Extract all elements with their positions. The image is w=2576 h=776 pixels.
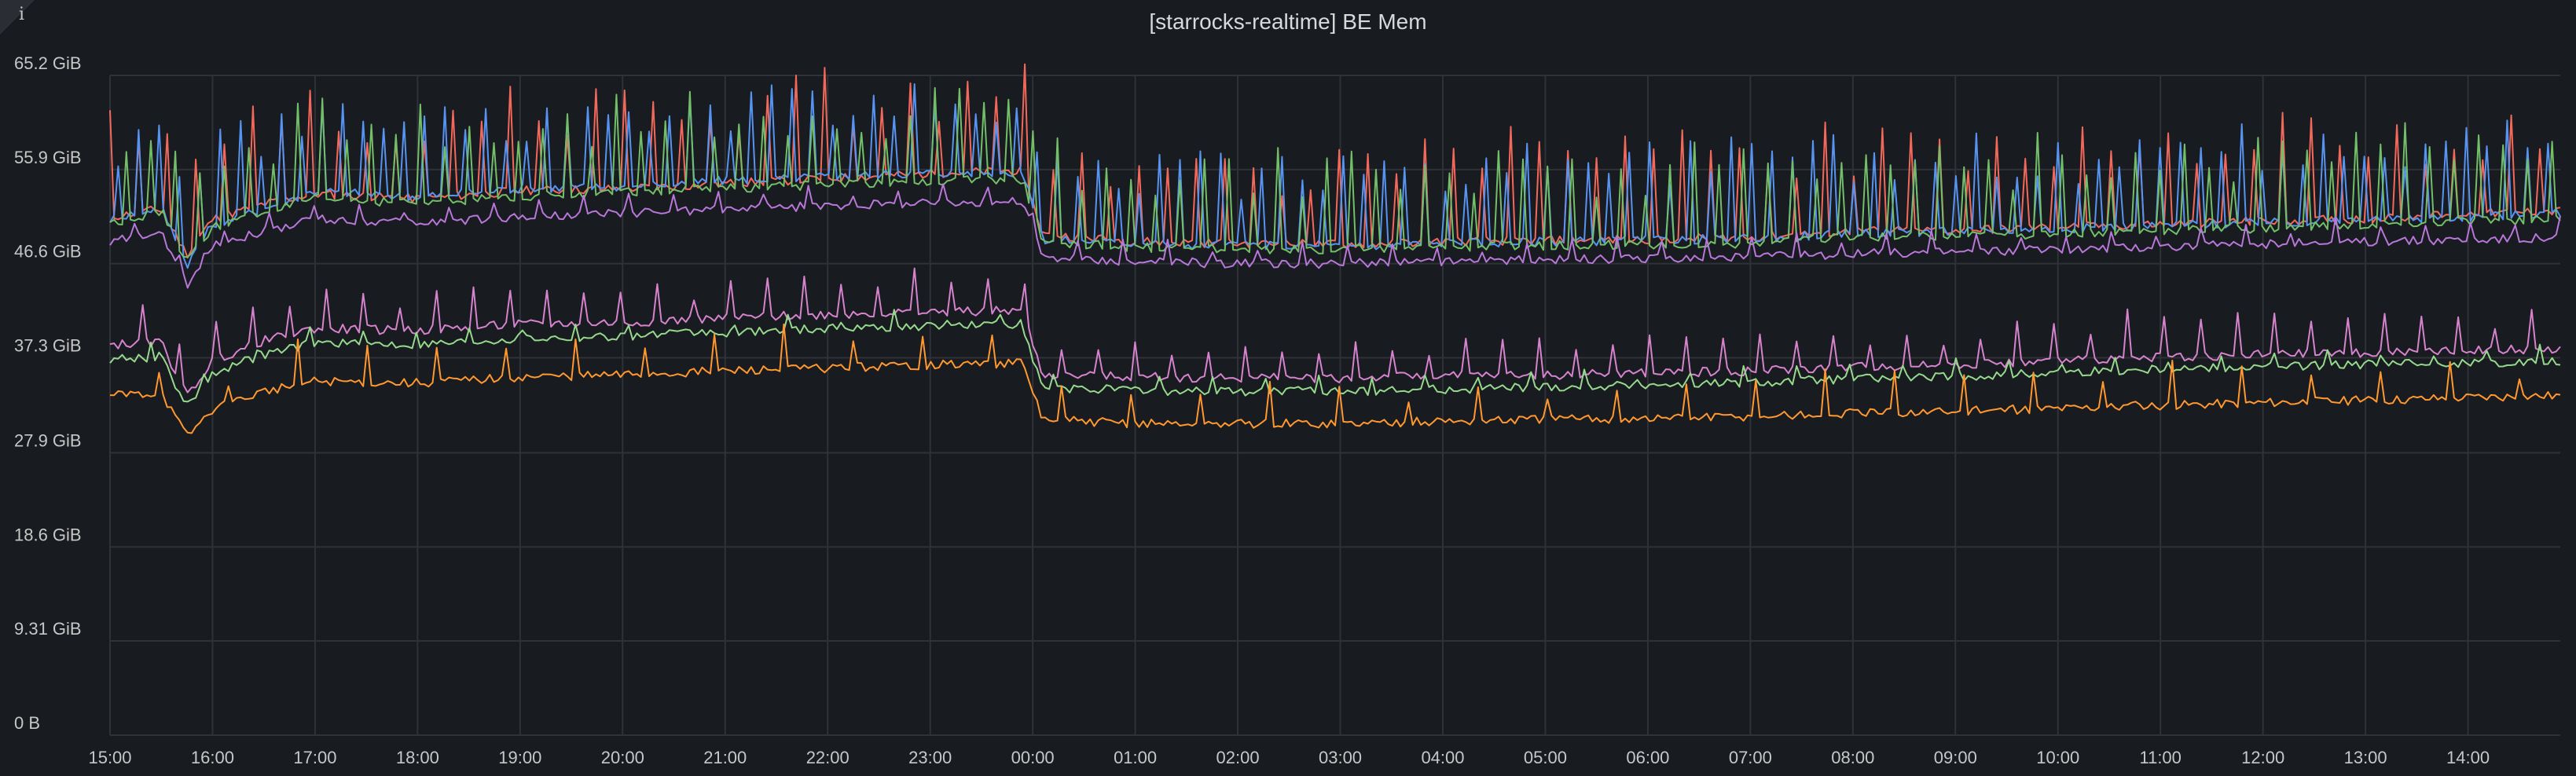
- x-tick-label: 11:00: [2139, 748, 2181, 767]
- y-tick-label: 18.6 GiB: [14, 525, 82, 544]
- y-tick-label: 55.9 GiB: [14, 148, 82, 167]
- series-line-5: [109, 267, 2561, 393]
- x-tick-label: 09:00: [1934, 748, 1977, 767]
- x-tick-label: 21:00: [703, 748, 747, 767]
- panel-title[interactable]: [starrocks-realtime] BE Mem: [1149, 9, 1427, 34]
- x-tick-label: 16:00: [191, 748, 234, 767]
- series-line-2: [109, 83, 2561, 269]
- x-tick-label: 04:00: [1421, 748, 1464, 767]
- x-tick-label: 18:00: [396, 748, 439, 767]
- x-tick-label: 08:00: [1831, 748, 1874, 767]
- x-tick-label: 03:00: [1319, 748, 1362, 767]
- x-tick-label: 05:00: [1524, 748, 1567, 767]
- x-tick-label: 20:00: [601, 748, 644, 767]
- y-tick-label: 37.3 GiB: [14, 335, 82, 355]
- x-tick-label: 14:00: [2446, 748, 2490, 767]
- x-tick-label: 22:00: [806, 748, 849, 767]
- x-tick-label: 19:00: [498, 748, 541, 767]
- x-tick-label: 15:00: [88, 748, 131, 767]
- x-tick-label: 00:00: [1011, 748, 1055, 767]
- y-tick-label: 65.2 GiB: [14, 53, 82, 73]
- x-tick-label: 17:00: [293, 748, 336, 767]
- x-tick-label: 07:00: [1729, 748, 1772, 767]
- x-tick-label: 01:00: [1114, 748, 1157, 767]
- series-line-3: [109, 86, 2561, 258]
- series-line-1: [109, 63, 2561, 259]
- x-tick-label: 13:00: [2344, 748, 2387, 767]
- series-line-7: [109, 323, 2561, 434]
- series-line-6: [109, 309, 2561, 403]
- x-tick-label: 10:00: [2036, 748, 2079, 767]
- x-tick-label: 06:00: [1626, 748, 1669, 767]
- y-tick-label: 27.9 GiB: [14, 431, 82, 451]
- y-tick-label: 0 B: [14, 713, 40, 733]
- x-tick-label: 12:00: [2241, 748, 2284, 767]
- x-tick-label: 23:00: [908, 748, 952, 767]
- x-tick-label: 02:00: [1216, 748, 1260, 767]
- info-icon[interactable]: i: [19, 5, 25, 24]
- series-line-4: [109, 183, 2561, 289]
- y-tick-label: 9.31 GiB: [14, 619, 82, 639]
- y-tick-label: 46.6 GiB: [14, 242, 82, 262]
